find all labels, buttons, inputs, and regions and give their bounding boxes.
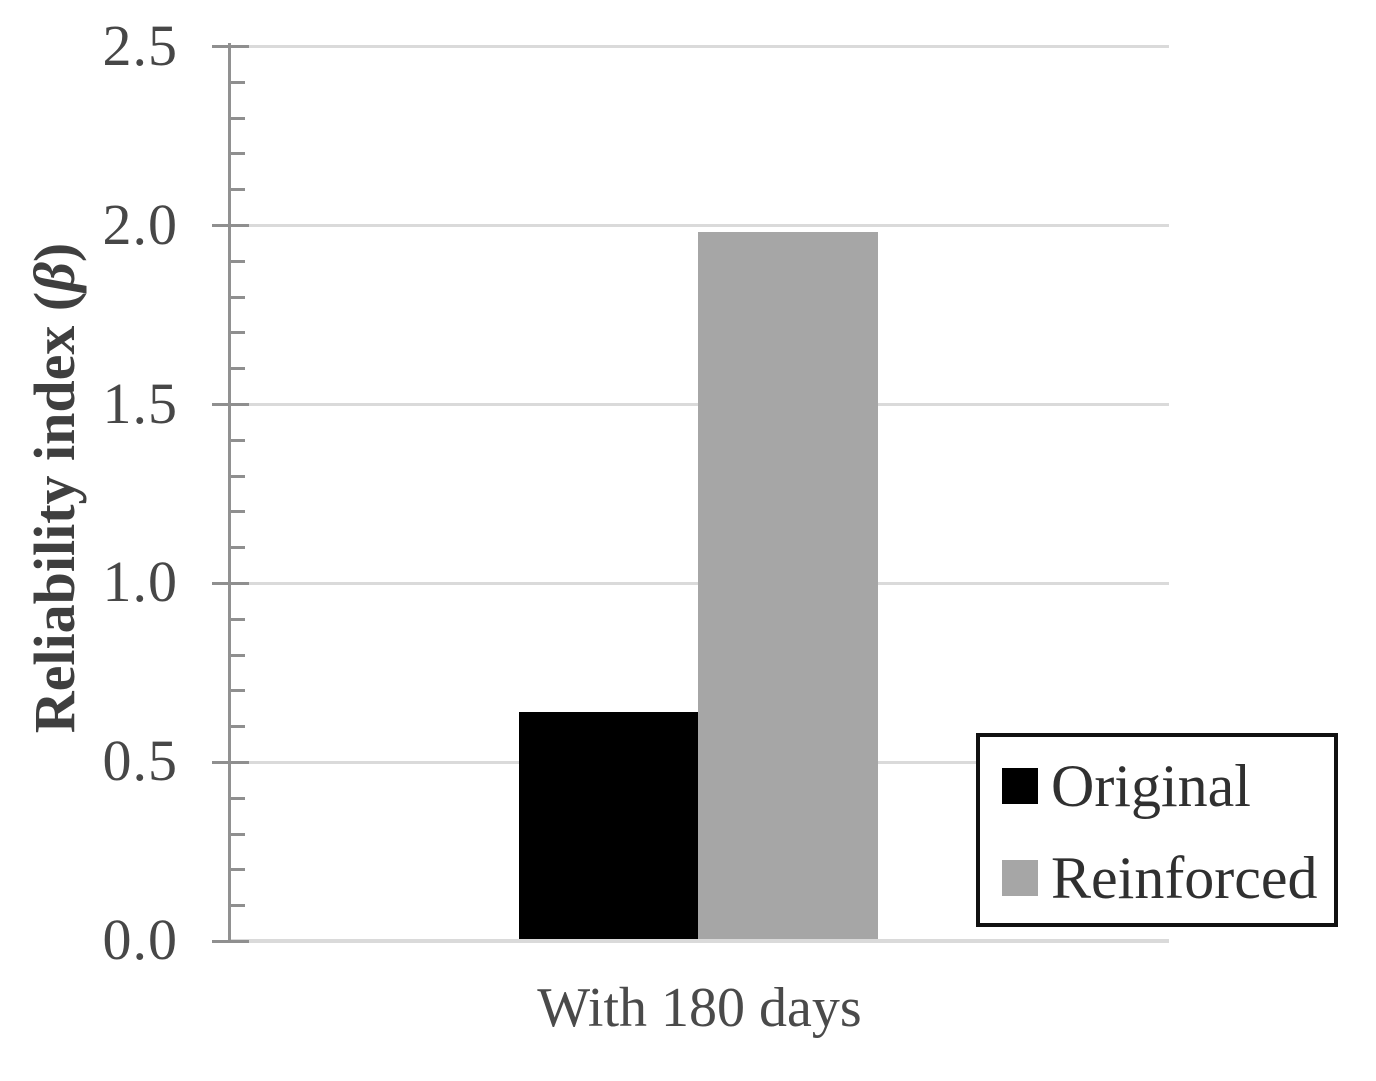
legend-item-original: Original — [1002, 753, 1334, 819]
y-axis-title: Reliability index (β) — [19, 38, 91, 938]
beta-symbol: β — [22, 262, 87, 292]
x-axis-category-label: With 180 days — [537, 977, 862, 1039]
legend-swatch-original — [1002, 768, 1038, 804]
legend-item-reinforced: Reinforced — [1002, 845, 1334, 911]
y-tick-label-2-5: 2.5 — [102, 13, 178, 78]
legend-swatch-reinforced — [1002, 860, 1038, 896]
y-tick-label-0-5: 0.5 — [102, 728, 178, 793]
y-axis-title-text: Reliability index ( — [22, 291, 87, 734]
y-tick-label-1-0: 1.0 — [102, 549, 178, 614]
y-axis-line — [228, 43, 231, 943]
bar-original — [519, 711, 698, 941]
legend: Original Reinforced — [976, 733, 1338, 927]
y-tick-label-0-0: 0.0 — [102, 907, 178, 972]
gridline-2.5 — [230, 45, 1169, 48]
legend-label-reinforced: Reinforced — [1051, 845, 1318, 911]
y-tick-label-1-5: 1.5 — [102, 371, 178, 436]
x-axis-baseline — [230, 939, 1169, 942]
y-tick-label-2-0: 2.0 — [102, 192, 178, 257]
gridline-2.0 — [230, 224, 1169, 227]
plot-area — [230, 45, 1169, 943]
legend-label-original: Original — [1051, 753, 1251, 819]
bar-reinforced — [698, 232, 878, 941]
